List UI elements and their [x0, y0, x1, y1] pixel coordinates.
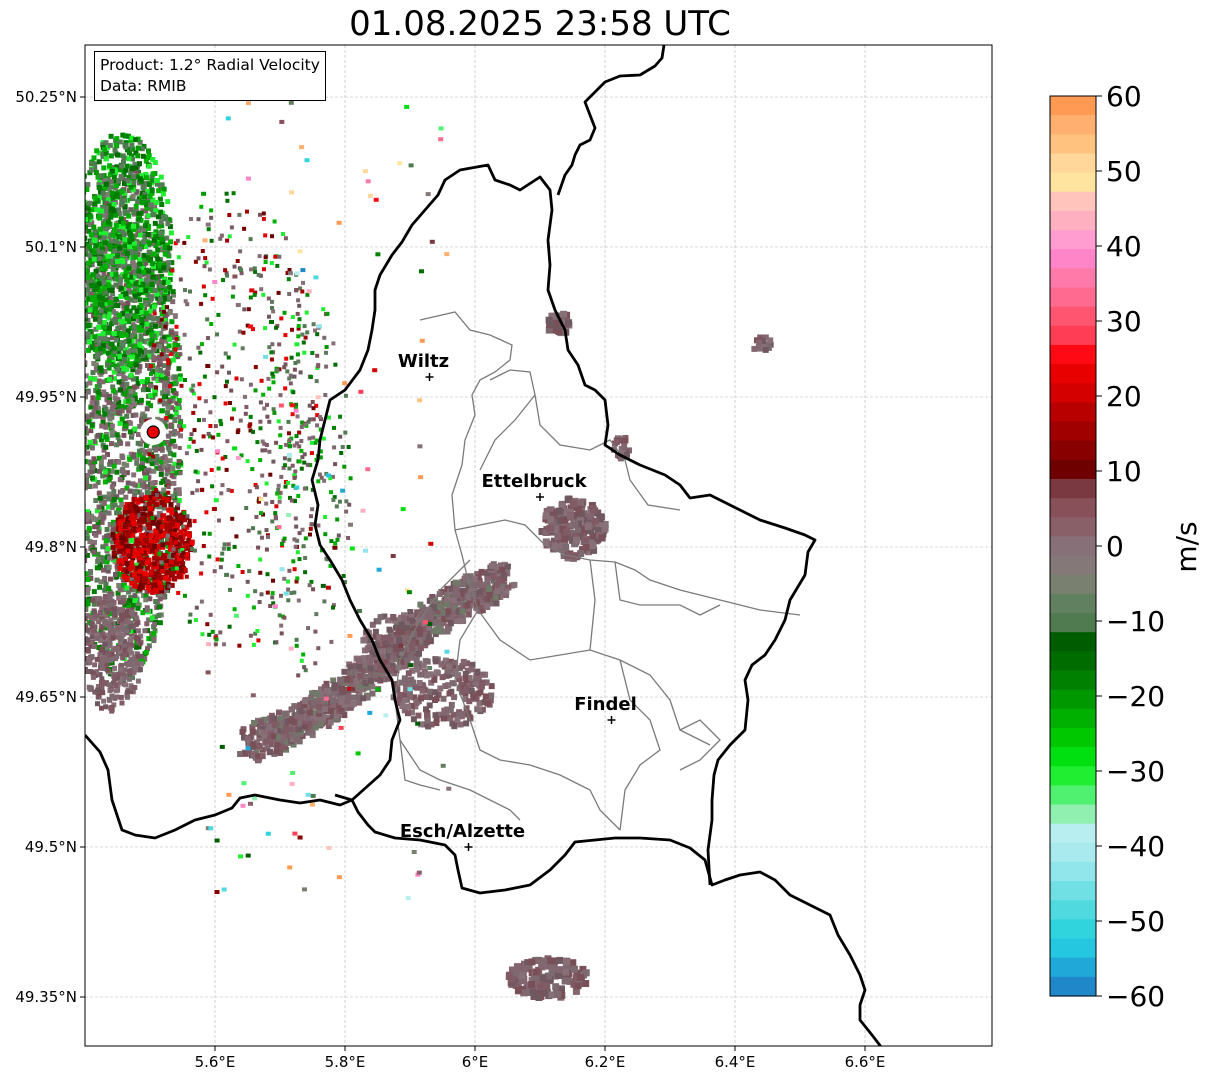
colorbar-tick-label: 10: [1106, 455, 1142, 488]
colorbar-swatch: [1050, 306, 1096, 327]
colorbar-tick-label: −50: [1106, 905, 1165, 938]
city-label: Wiltz: [398, 351, 449, 372]
country-border: [85, 734, 883, 1046]
colorbar-swatch: [1050, 574, 1096, 595]
city-marker: [464, 843, 473, 851]
map-frame: [84, 44, 993, 1047]
colorbar-swatch: [1050, 421, 1096, 442]
colorbar-swatch: [1050, 766, 1096, 786]
colorbar-swatch: [1050, 727, 1096, 748]
colorbar-swatch: [1050, 593, 1096, 614]
colorbar-swatch: [1050, 555, 1096, 576]
velocity-colorbar: 60 50 40 30 20 10 0 −10 −20 −30 −40 −50 −60 m/s: [1049, 80, 1203, 1013]
boundaries: [85, 45, 883, 1046]
colorbar-swatch: [1050, 459, 1096, 480]
colorbar-swatch: [1050, 689, 1096, 710]
lat-tick-label: 49.8°N: [25, 538, 77, 556]
colorbar-tick-label: 50: [1106, 155, 1142, 188]
colorbar-swatch: [1050, 478, 1096, 499]
colorbar-tick-label: −40: [1106, 830, 1165, 863]
colorbar-tick-label: 30: [1106, 305, 1142, 338]
colorbar-unit-label: m/s: [1170, 521, 1203, 572]
colorbar-tick-label: −60: [1106, 980, 1165, 1013]
colorbar-swatch: [1050, 134, 1096, 155]
colorbar-swatch: [1050, 440, 1096, 461]
map-axes: 5.6°E 5.8°E 6°E 6.2°E 6.4°E 6.6°E 50.25°N 50.1°…: [15, 44, 993, 1071]
colorbar-swatch: [1050, 785, 1096, 806]
gridlines: [85, 45, 992, 1046]
colorbar-swatch: [1050, 881, 1096, 901]
city-label: Esch/Alzette: [400, 821, 525, 842]
colorbar-swatch: [1050, 153, 1096, 174]
velocity-echoes: [85, 100, 774, 1001]
colorbar-swatch: [1050, 268, 1096, 289]
colorbar-tick-label: 60: [1106, 80, 1142, 113]
lon-tick-label: 6.4°E: [715, 1053, 756, 1071]
lon-tick-label: 5.6°E: [195, 1053, 236, 1071]
colorbar-swatch: [1050, 325, 1096, 346]
colorbar-swatch: [1050, 498, 1096, 518]
colorbar-swatch: [1050, 632, 1096, 652]
colorbar-swatch: [1050, 804, 1096, 825]
lat-tick-label: 49.5°N: [25, 838, 77, 856]
colorbar-tick-label: −10: [1106, 605, 1165, 638]
colorbar-swatch: [1050, 344, 1096, 365]
colorbar-swatch: [1050, 938, 1096, 959]
data-source-label: Data: RMIB: [100, 77, 187, 95]
colorbar-swatch: [1050, 613, 1096, 633]
city-marker: [425, 373, 434, 381]
colorbar-swatch: [1050, 651, 1096, 672]
radar-site: [140, 419, 167, 445]
colorbar-swatch: [1050, 230, 1096, 250]
colorbar-tick-label: 20: [1106, 380, 1142, 413]
colorbar-swatch: [1050, 287, 1096, 308]
city-marker: [607, 716, 616, 724]
colorbar-swatch: [1050, 383, 1096, 403]
colorbar-swatch: [1050, 96, 1096, 116]
colorbar-swatch: [1050, 747, 1096, 767]
city-label: Ettelbruck: [481, 471, 587, 492]
colorbar-swatch: [1050, 976, 1096, 997]
colorbar-swatch: [1050, 517, 1096, 538]
colorbar-swatch: [1050, 115, 1096, 135]
lat-tick-label: 49.65°N: [15, 688, 77, 706]
product-info-box: Product: 1.2° Radial Velocity Data: RMIB: [94, 51, 326, 101]
city-marker: [536, 493, 544, 501]
colorbar-tick-label: 40: [1106, 230, 1142, 263]
colorbar-swatch: [1050, 249, 1096, 269]
colorbar-swatch: [1050, 402, 1096, 423]
colorbar-swatch: [1050, 708, 1096, 729]
lat-tick-label: 49.35°N: [15, 988, 77, 1006]
lat-tick-label: 49.95°N: [15, 388, 77, 406]
colorbar-swatch: [1050, 957, 1096, 978]
city-markers: Wiltz Ettelbruck Findel Esch/Alzette: [398, 351, 637, 851]
lon-tick-label: 6°E: [462, 1053, 489, 1071]
colorbar-tick-label: −20: [1106, 680, 1165, 713]
colorbar-swatch: [1050, 823, 1096, 844]
colorbar-swatch: [1050, 861, 1096, 882]
map-title: 01.08.2025 23:58 UTC: [349, 4, 731, 44]
canton-boundaries: [394, 311, 801, 831]
lon-tick-label: 6.6°E: [845, 1053, 886, 1071]
lon-tick-label: 6.2°E: [585, 1053, 626, 1071]
colorbar-swatch: [1050, 900, 1096, 921]
product-label: Product: 1.2° Radial Velocity: [100, 56, 320, 74]
radar-site-marker: [146, 425, 160, 439]
colorbar-swatch: [1050, 842, 1096, 863]
city-label: Findel: [574, 694, 637, 715]
colorbar-tick-label: 0: [1106, 530, 1124, 563]
colorbar-swatch: [1050, 670, 1096, 691]
luxembourg-border: [310, 45, 817, 886]
colorbar-swatch: [1050, 919, 1096, 940]
colorbar-swatch: [1050, 210, 1096, 231]
lon-tick-label: 5.8°E: [325, 1053, 366, 1071]
colorbar-swatch: [1050, 191, 1096, 212]
colorbar-swatch: [1050, 364, 1096, 384]
colorbar-swatch: [1050, 172, 1096, 193]
colorbar-tick-label: −30: [1106, 755, 1165, 788]
colorbar-swatch: [1050, 536, 1096, 557]
lat-tick-label: 50.25°N: [15, 88, 77, 106]
lat-tick-label: 50.1°N: [25, 238, 77, 256]
